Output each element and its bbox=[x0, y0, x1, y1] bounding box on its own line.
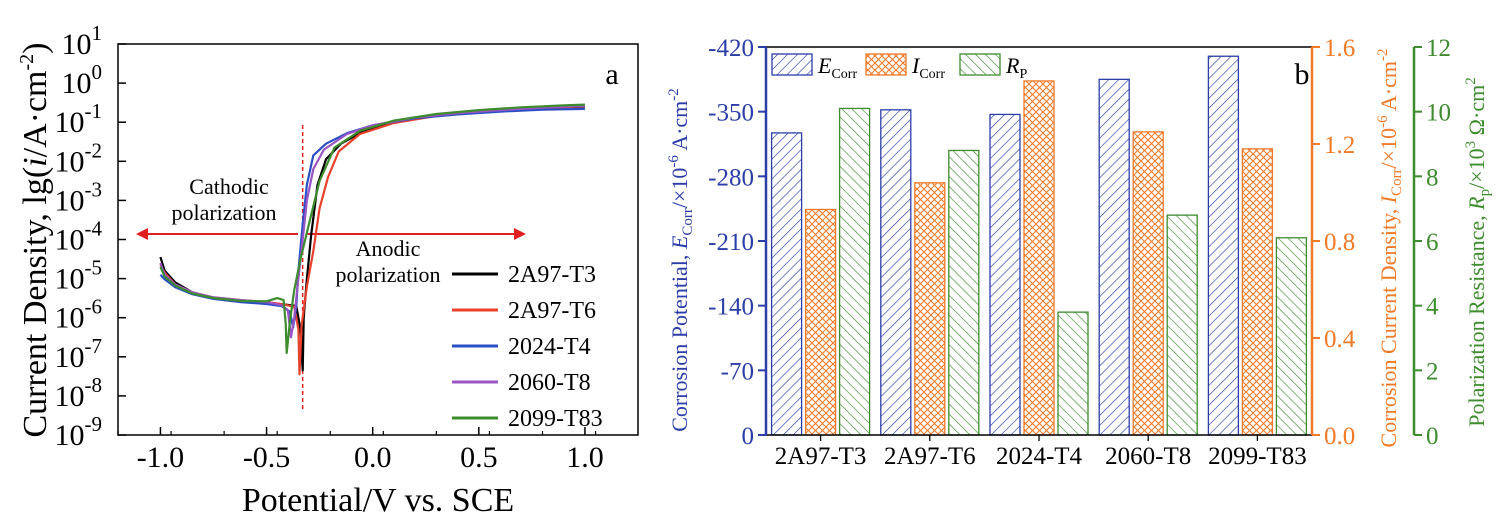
y-tick-label: 101 bbox=[62, 21, 103, 61]
panel-b-ticks: 0 -70 -140 -210 -280 -350 -420 0.0 0.4 0.8 1.2 1.6 0… bbox=[708, 35, 1451, 450]
right1-tick-label: 0.0 bbox=[1324, 423, 1355, 450]
bar-ECorr-2A97-T3 bbox=[770, 132, 803, 436]
y-tick-label: 100 bbox=[62, 60, 103, 100]
legend-label: ECorr bbox=[817, 53, 857, 82]
legend-label: 2A97-T6 bbox=[508, 298, 596, 324]
y-tick-label: 10-2 bbox=[55, 138, 103, 178]
bar-RP-2024-T4 bbox=[1057, 311, 1089, 436]
legend-swatch bbox=[771, 53, 813, 76]
left-tick-label: -140 bbox=[708, 294, 754, 321]
y-tick-label: 10-6 bbox=[55, 295, 103, 335]
y-tick-label: 10-4 bbox=[55, 217, 103, 257]
legend-label: 2A97-T3 bbox=[508, 262, 596, 288]
category-label: 2060-T8 bbox=[1105, 443, 1191, 470]
left-tick-label: -280 bbox=[708, 164, 754, 191]
legend-label: 2060-T8 bbox=[508, 370, 591, 396]
panel-a-y-axis-title: Current Density, lg(i/A·cm-2) bbox=[16, 42, 54, 437]
right2-tick-label: 8 bbox=[1426, 164, 1439, 191]
bar-ECorr-2060-T8 bbox=[1098, 78, 1130, 436]
bar-ECorr-2A97-T6 bbox=[880, 109, 912, 436]
panel-a-x-ticks: -1.0 -0.5 0.0 0.5 1.0 bbox=[117, 427, 604, 474]
bar-ECorr-2099-T83 bbox=[1207, 55, 1240, 436]
anodic-label-line1: Anodic bbox=[356, 236, 421, 261]
y-tick-label: 10-1 bbox=[55, 99, 103, 139]
right1-axis-title: Corrosion Current Density, ICorr/×10-6 A… bbox=[1375, 49, 1405, 448]
panel-a-polarization-chart: -1.0 -0.5 0.0 0.5 1.0 10110010-110-210-310-4… bbox=[16, 21, 639, 519]
bar-ICorr-2099-T83 bbox=[1241, 148, 1274, 436]
panel-a-x-axis-title: Potential/V vs. SCE bbox=[242, 482, 514, 519]
bar-ICorr-2A97-T6 bbox=[914, 182, 946, 436]
right2-tick-label: 12 bbox=[1426, 35, 1451, 62]
panel-b-letter: b bbox=[1295, 58, 1310, 91]
bar-RP-2060-T8 bbox=[1166, 214, 1198, 436]
left-tick-label: 0 bbox=[742, 423, 755, 450]
y-tick-label: 10-7 bbox=[55, 334, 103, 374]
right2-tick-label: 4 bbox=[1426, 294, 1439, 321]
panel-a-y-ticks: 10110010-110-210-310-410-510-610-710-810… bbox=[55, 21, 126, 452]
right1-tick-label: 0.8 bbox=[1324, 229, 1355, 256]
bar-ECorr-2024-T4 bbox=[989, 113, 1021, 436]
y-tick-label: 10-8 bbox=[55, 373, 103, 413]
panel-b-legend: ECorr ICorr RP bbox=[771, 53, 1027, 82]
legend-label: 2024-T4 bbox=[508, 334, 591, 360]
legend-swatch bbox=[865, 53, 907, 76]
category-label: 2024-T4 bbox=[996, 443, 1083, 470]
right2-tick-label: 6 bbox=[1426, 229, 1439, 256]
y-tick-label: 10-9 bbox=[55, 412, 103, 452]
legend-swatch bbox=[959, 53, 1001, 76]
panel-a-legend: 2A97-T3 2A97-T6 2024-T4 2060-T8 2099-T83 bbox=[452, 262, 603, 432]
legend-label: ICorr bbox=[911, 53, 945, 82]
legend-label: 2099-T83 bbox=[508, 406, 603, 432]
y-tick-label: 10-3 bbox=[55, 177, 103, 217]
legend-label: RP bbox=[1005, 53, 1027, 82]
bar-RP-2A97-T6 bbox=[948, 149, 980, 436]
bar-ICorr-2A97-T3 bbox=[804, 208, 837, 436]
panel-b-bar-chart: 0 -70 -140 -210 -280 -350 -420 0.0 0.4 0.8 1.2 1.6 0… bbox=[666, 35, 1493, 470]
x-tick-label: 0.5 bbox=[460, 441, 498, 474]
category-label: 2A97-T6 bbox=[884, 443, 976, 470]
left-tick-label: -420 bbox=[708, 35, 754, 62]
right1-tick-label: 1.6 bbox=[1324, 35, 1355, 62]
panel-a-series-lines bbox=[159, 103, 585, 376]
bar-RP-2A97-T3 bbox=[838, 107, 871, 436]
panel-a-annotations: Cathodic polarization Anodic polarizatio… bbox=[136, 125, 526, 410]
x-tick-label: 0.0 bbox=[354, 441, 392, 474]
series-line-2099-T83 bbox=[159, 103, 585, 354]
right2-tick-label: 2 bbox=[1426, 358, 1439, 385]
left-axis-title: Corrosion Potential, ECorr/×10-6 A·cm-2 bbox=[666, 88, 696, 432]
x-tick-label: -1.0 bbox=[137, 441, 185, 474]
category-label: 2099-T83 bbox=[1208, 443, 1307, 470]
right2-tick-label: 0 bbox=[1426, 423, 1439, 450]
left-tick-label: -210 bbox=[708, 229, 754, 256]
panel-b-category-labels: 2A97-T3 2A97-T6 2024-T4 2060-T8 2099-T83 bbox=[775, 435, 1307, 470]
bar-ICorr-2060-T8 bbox=[1132, 131, 1164, 436]
anodic-label-line2: polarization bbox=[335, 262, 440, 287]
right1-tick-label: 1.2 bbox=[1324, 132, 1355, 159]
category-label: 2A97-T3 bbox=[775, 443, 867, 470]
cathodic-label-line2: polarization bbox=[171, 200, 276, 225]
left-tick-label: -70 bbox=[721, 358, 754, 385]
panel-a-letter: a bbox=[605, 58, 618, 91]
bar-RP-2099-T83 bbox=[1275, 237, 1308, 436]
left-tick-label: -350 bbox=[708, 100, 754, 127]
right1-tick-label: 0.4 bbox=[1324, 326, 1356, 353]
bar-ICorr-2024-T4 bbox=[1023, 80, 1055, 436]
cathodic-label-line1: Cathodic bbox=[189, 174, 269, 199]
x-tick-label: 1.0 bbox=[566, 441, 604, 474]
right2-axis-title: Polarization Resistance, Rp/×103 Ω·cm2 bbox=[1463, 77, 1493, 426]
y-tick-label: 10-5 bbox=[55, 256, 103, 296]
right2-tick-label: 10 bbox=[1426, 100, 1451, 127]
panel-b-bars bbox=[770, 55, 1308, 436]
x-tick-label: -0.5 bbox=[243, 441, 291, 474]
